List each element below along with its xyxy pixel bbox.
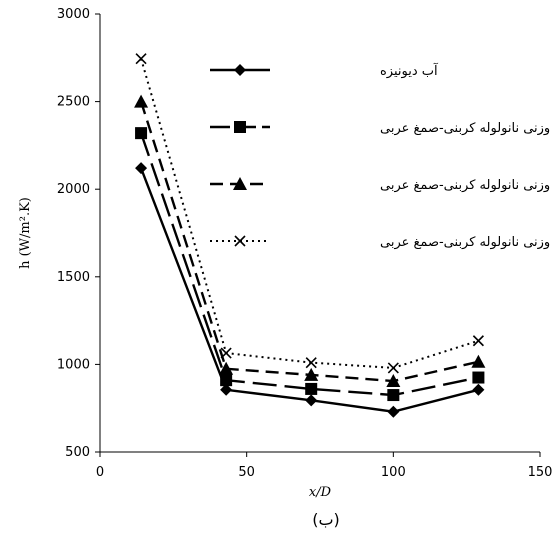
y-tick: 3000 [57,7,100,22]
data-point [387,405,400,418]
y-tick-label: 1500 [57,270,90,285]
x-tick: 0 [96,452,104,480]
caption: (ب) [312,510,340,529]
y-tick-label: 1000 [57,357,90,372]
data-point [387,362,399,374]
legend-marker [234,121,246,133]
legend-label: ۰/۰۵٪ وزنی نانولوله کربنی-صمغ عربی [380,121,557,136]
legend: آب دیونیزه ۰/۰۵٪ وزنی نانولوله کربنی-صمغ … [210,62,557,250]
y-tick-label: 500 [65,445,90,460]
x-tick: 100 [381,452,406,480]
plot-area: 500 1000 1500 2000 2500 3000 0 50 100 150 [57,7,553,480]
legend-label: ۰/۱٪ وزنی نانولوله کربنی-صمغ عربی [380,178,557,193]
x-axis-title: x/D [309,485,332,500]
series-2 [135,127,485,402]
y-tick: 1500 [57,270,100,285]
data-point [220,374,233,387]
data-point [472,371,485,384]
data-point [305,382,318,395]
y-tick-label: 2000 [57,182,90,197]
legend-marker [234,235,246,247]
data-point [304,367,319,381]
data-point [135,162,148,175]
legend-item: آب دیونیزه [210,62,439,79]
legend-marker [233,177,247,190]
data-point [134,94,149,108]
data-point [220,383,233,396]
data-point [305,394,318,407]
data-point [135,127,148,140]
legend-item: ۰/۱٪ وزنی نانولوله کربنی-صمغ عربی [210,177,557,193]
x-tick-label: 0 [96,465,104,480]
data-point [219,361,234,375]
series-4 [135,53,484,374]
series-line [139,132,479,397]
series-3 [134,94,486,388]
legend-label: آب دیونیزه [380,62,439,79]
y-tick: 2000 [57,182,100,197]
data-point [386,374,401,388]
y-tick: 2500 [57,95,100,110]
legend-item: ۰/۰۵٪ وزنی نانولوله کربنی-صمغ عربی [210,121,557,136]
data-point [472,335,484,347]
y-tick: 1000 [57,357,100,372]
legend-marker [234,64,246,76]
x-tick-label: 100 [381,465,406,480]
data-point [471,354,486,368]
x-tick-label: 50 [238,465,255,480]
series-line [140,58,479,369]
y-tick-label: 2500 [57,95,90,110]
x-tick-label: 150 [528,465,553,480]
legend-label: ۰/۲٪ وزنی نانولوله کربنی-صمغ عربی [380,235,557,250]
data-point [387,389,400,402]
x-tick: 150 [528,452,553,480]
data-point [472,383,485,396]
data-point [220,347,232,359]
series-1 [135,162,485,418]
y-axis-title: h (W/m².K) [18,197,33,269]
y-tick-label: 3000 [57,7,90,22]
x-tick: 50 [238,452,255,480]
data-point [135,53,147,65]
y-tick: 500 [65,445,100,460]
legend-item: ۰/۲٪ وزنی نانولوله کربنی-صمغ عربی [210,235,557,250]
data-point [305,357,317,369]
